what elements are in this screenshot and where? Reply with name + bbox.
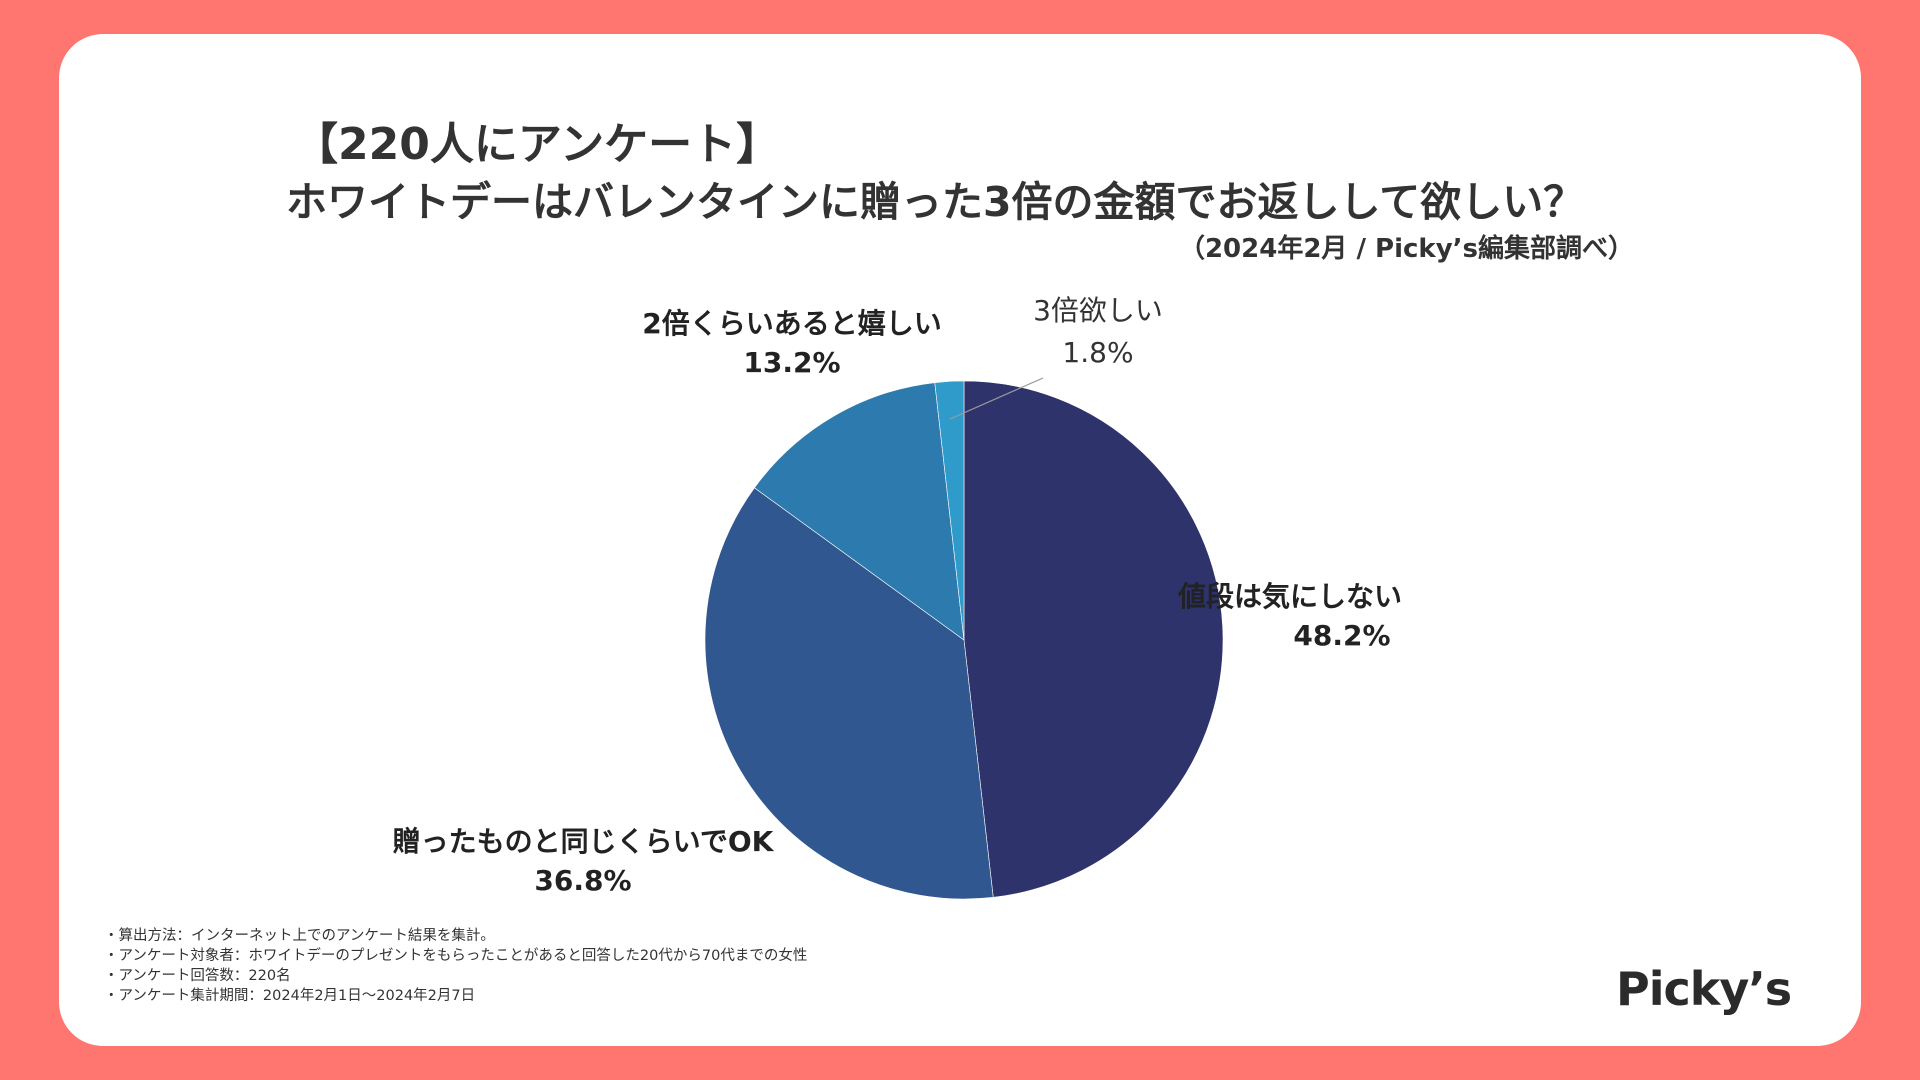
pie-slice-3 [934,380,965,641]
title-line-1: 【220人にアンケート】 [294,119,781,170]
pie-slice-0 [963,380,1224,898]
survey-notes: ・算出方法：インターネット上でのアンケート結果を集計。 ・アンケート対象者：ホワ… [104,926,807,1006]
pickys-logo: Picky’s [1616,962,1792,1016]
note-item: ・アンケート集計期間：2024年2月1日〜2024年2月7日 [104,988,476,1004]
slice-value-1: 36.8% [534,864,631,897]
note-item: ・アンケート対象者：ホワイトデーのプレゼントをもらったことがあると回答した20代… [104,948,808,964]
note-item: ・算出方法：インターネット上でのアンケート結果を集計。 [104,928,495,944]
slice-value-2: 13.2% [743,346,840,379]
pie-slices [704,380,1224,900]
slice-label-1: 贈ったものと同じくらいでOK [393,825,775,858]
pie-slice-2 [754,382,965,641]
slice-value-0: 48.2% [1293,619,1390,652]
pie-slice-1 [704,487,994,900]
slice-leader-line [949,377,1044,420]
source-note: （2024年2月 / Picky’s編集部調べ） [1178,234,1634,264]
slice-label-2: 2倍くらいあると嬉しい [642,307,941,340]
note-item: ・アンケート回答数：220名 [104,968,291,984]
slice-label-3: 3倍欲しい [1033,294,1163,327]
title-line-2: ホワイトデーはバレンタインに贈った3倍の金額でお返しして欲しい？ [286,178,1585,226]
slice-value-3: 1.8% [1062,336,1133,369]
slice-label-0: 値段は気にしない [1177,580,1402,613]
